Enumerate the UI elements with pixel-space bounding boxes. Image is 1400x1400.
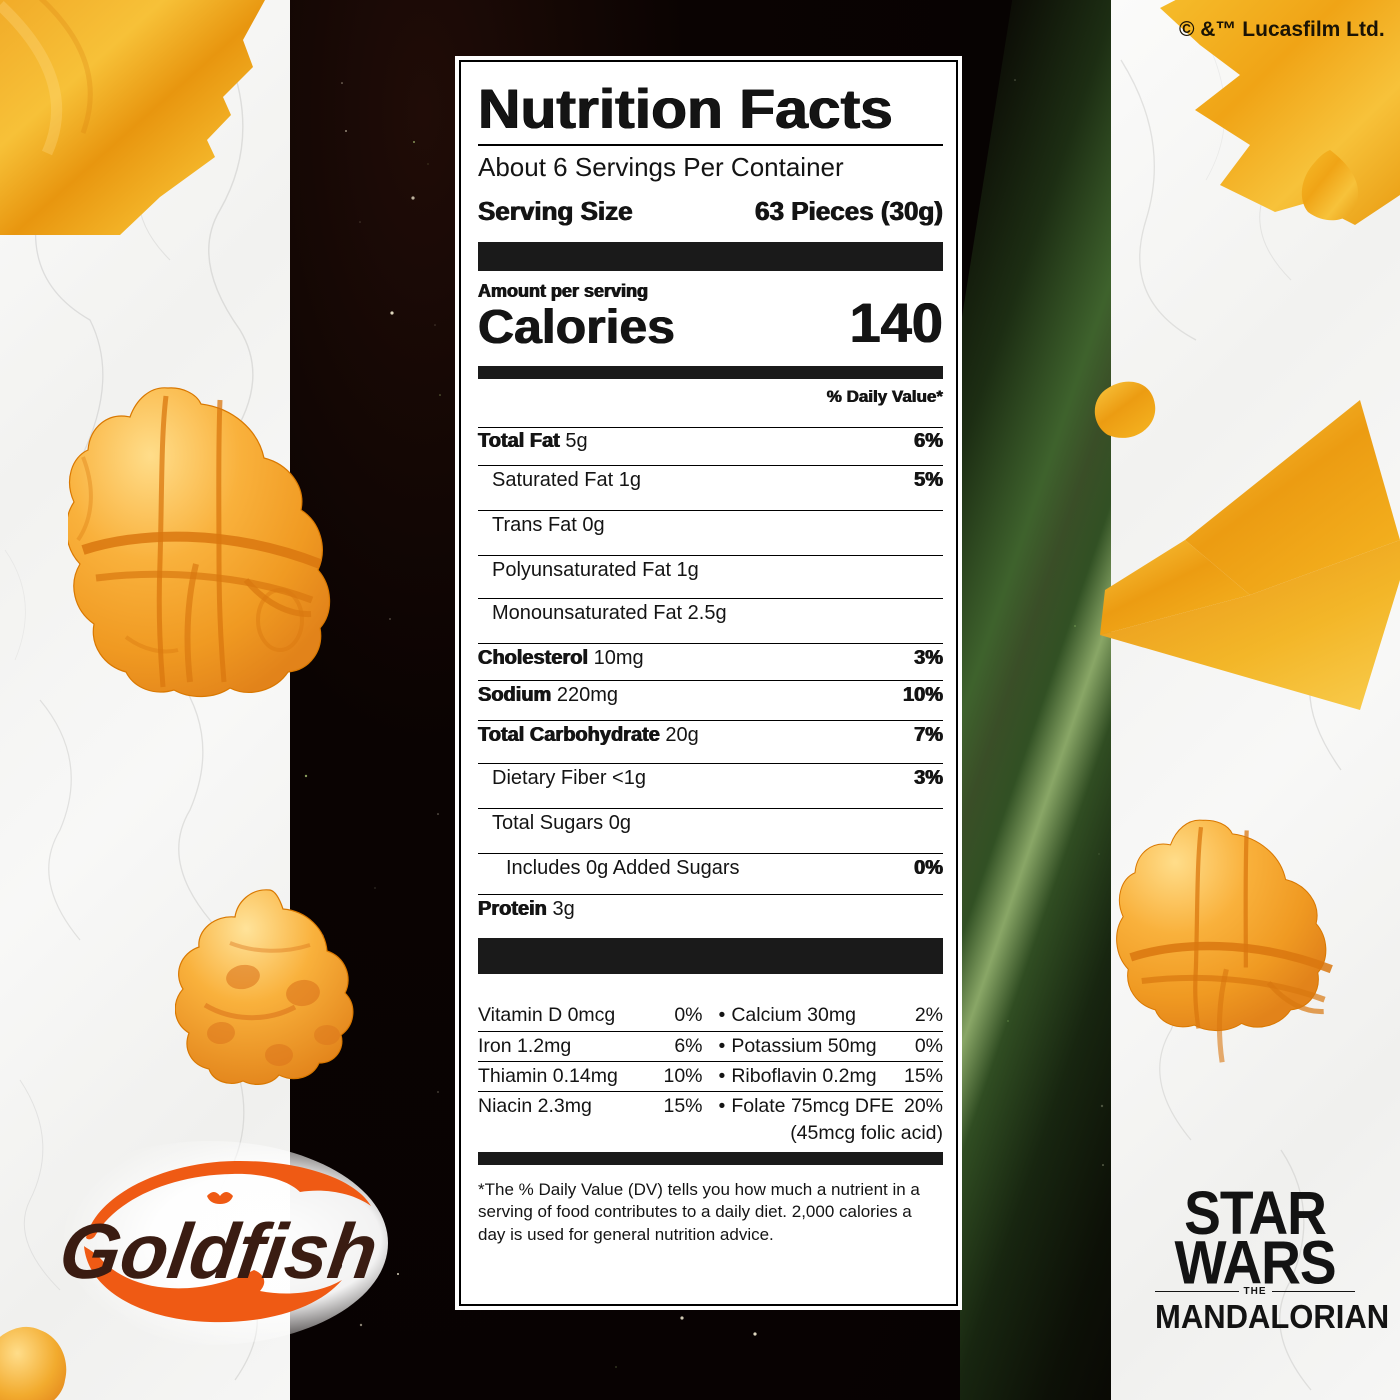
svg-text:Goldfish: Goldfish — [54, 1207, 383, 1295]
svg-text:®: ® — [332, 1257, 343, 1273]
